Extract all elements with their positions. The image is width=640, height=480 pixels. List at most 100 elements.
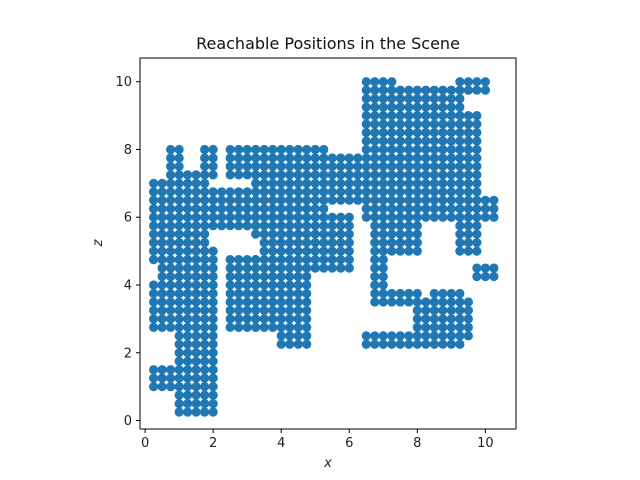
data-point	[293, 246, 303, 256]
data-point	[276, 322, 286, 332]
data-point	[285, 271, 295, 282]
data-point	[446, 204, 456, 214]
x-tick-label: 4	[277, 436, 285, 451]
data-point	[327, 161, 337, 172]
data-point	[395, 119, 405, 129]
data-point	[166, 246, 176, 256]
data-point	[302, 331, 312, 341]
data-point	[302, 305, 312, 316]
data-point	[200, 254, 210, 265]
data-point	[361, 127, 371, 138]
data-point	[259, 288, 269, 299]
data-point	[225, 288, 235, 299]
data-point	[166, 195, 176, 205]
data-point	[446, 187, 456, 197]
data-point	[480, 271, 490, 282]
data-point	[242, 204, 252, 214]
data-point	[293, 305, 303, 316]
data-point	[234, 263, 244, 273]
data-point	[344, 170, 354, 180]
data-point	[378, 161, 388, 172]
data-point	[302, 254, 312, 265]
data-point	[302, 288, 312, 299]
data-point	[463, 170, 473, 180]
data-point	[276, 170, 286, 180]
data-point	[438, 111, 448, 121]
data-point	[208, 187, 218, 197]
data-point	[463, 305, 473, 316]
y-axis-label: z	[91, 238, 106, 247]
data-point	[472, 246, 482, 256]
data-point	[378, 271, 388, 282]
data-point	[225, 144, 235, 155]
data-point	[157, 221, 167, 231]
data-point	[183, 288, 193, 299]
data-point	[251, 271, 261, 282]
data-point	[259, 144, 269, 155]
data-point	[438, 170, 448, 180]
data-point	[370, 331, 380, 341]
data-point	[370, 153, 380, 163]
data-point	[455, 212, 465, 222]
data-point	[174, 305, 184, 316]
data-point	[361, 111, 371, 121]
data-point	[353, 170, 363, 180]
data-point	[208, 297, 218, 307]
data-point	[370, 229, 380, 239]
data-point	[387, 111, 397, 121]
data-point	[208, 398, 218, 409]
data-point	[438, 161, 448, 172]
data-point	[370, 161, 380, 172]
data-point	[455, 288, 465, 299]
data-point	[421, 170, 431, 180]
data-point	[166, 365, 176, 375]
data-point	[149, 297, 159, 307]
data-point	[429, 127, 439, 138]
data-point	[285, 170, 295, 180]
data-point	[200, 187, 210, 197]
data-point	[429, 102, 439, 112]
data-point	[174, 365, 184, 375]
data-point	[259, 305, 269, 316]
data-point	[412, 288, 422, 299]
data-point	[455, 246, 465, 256]
data-point	[353, 161, 363, 172]
data-point	[438, 187, 448, 197]
data-point	[429, 339, 439, 349]
data-point	[429, 178, 439, 188]
data-point	[157, 178, 167, 188]
data-point	[336, 212, 346, 222]
data-point	[446, 102, 456, 112]
data-point	[395, 153, 405, 163]
data-point	[395, 85, 405, 95]
data-point	[361, 161, 371, 172]
data-point	[293, 297, 303, 307]
data-point	[191, 246, 201, 256]
data-point	[412, 195, 422, 205]
data-point	[200, 297, 210, 307]
data-point	[319, 153, 329, 163]
data-point	[174, 339, 184, 349]
data-point	[302, 170, 312, 180]
data-point	[183, 373, 193, 383]
data-point	[370, 144, 380, 155]
data-point	[370, 178, 380, 188]
data-point	[208, 212, 218, 222]
data-point	[370, 136, 380, 146]
data-point	[234, 297, 244, 307]
data-point	[285, 305, 295, 316]
data-point	[429, 85, 439, 95]
data-point	[225, 161, 235, 172]
data-point	[336, 229, 346, 239]
data-point	[353, 153, 363, 163]
data-point	[438, 305, 448, 316]
data-point	[166, 271, 176, 282]
data-point	[234, 271, 244, 282]
data-point	[259, 229, 269, 239]
data-point	[455, 170, 465, 180]
data-point	[404, 161, 414, 172]
data-point	[174, 254, 184, 265]
data-point	[421, 339, 431, 349]
data-point	[200, 153, 210, 163]
